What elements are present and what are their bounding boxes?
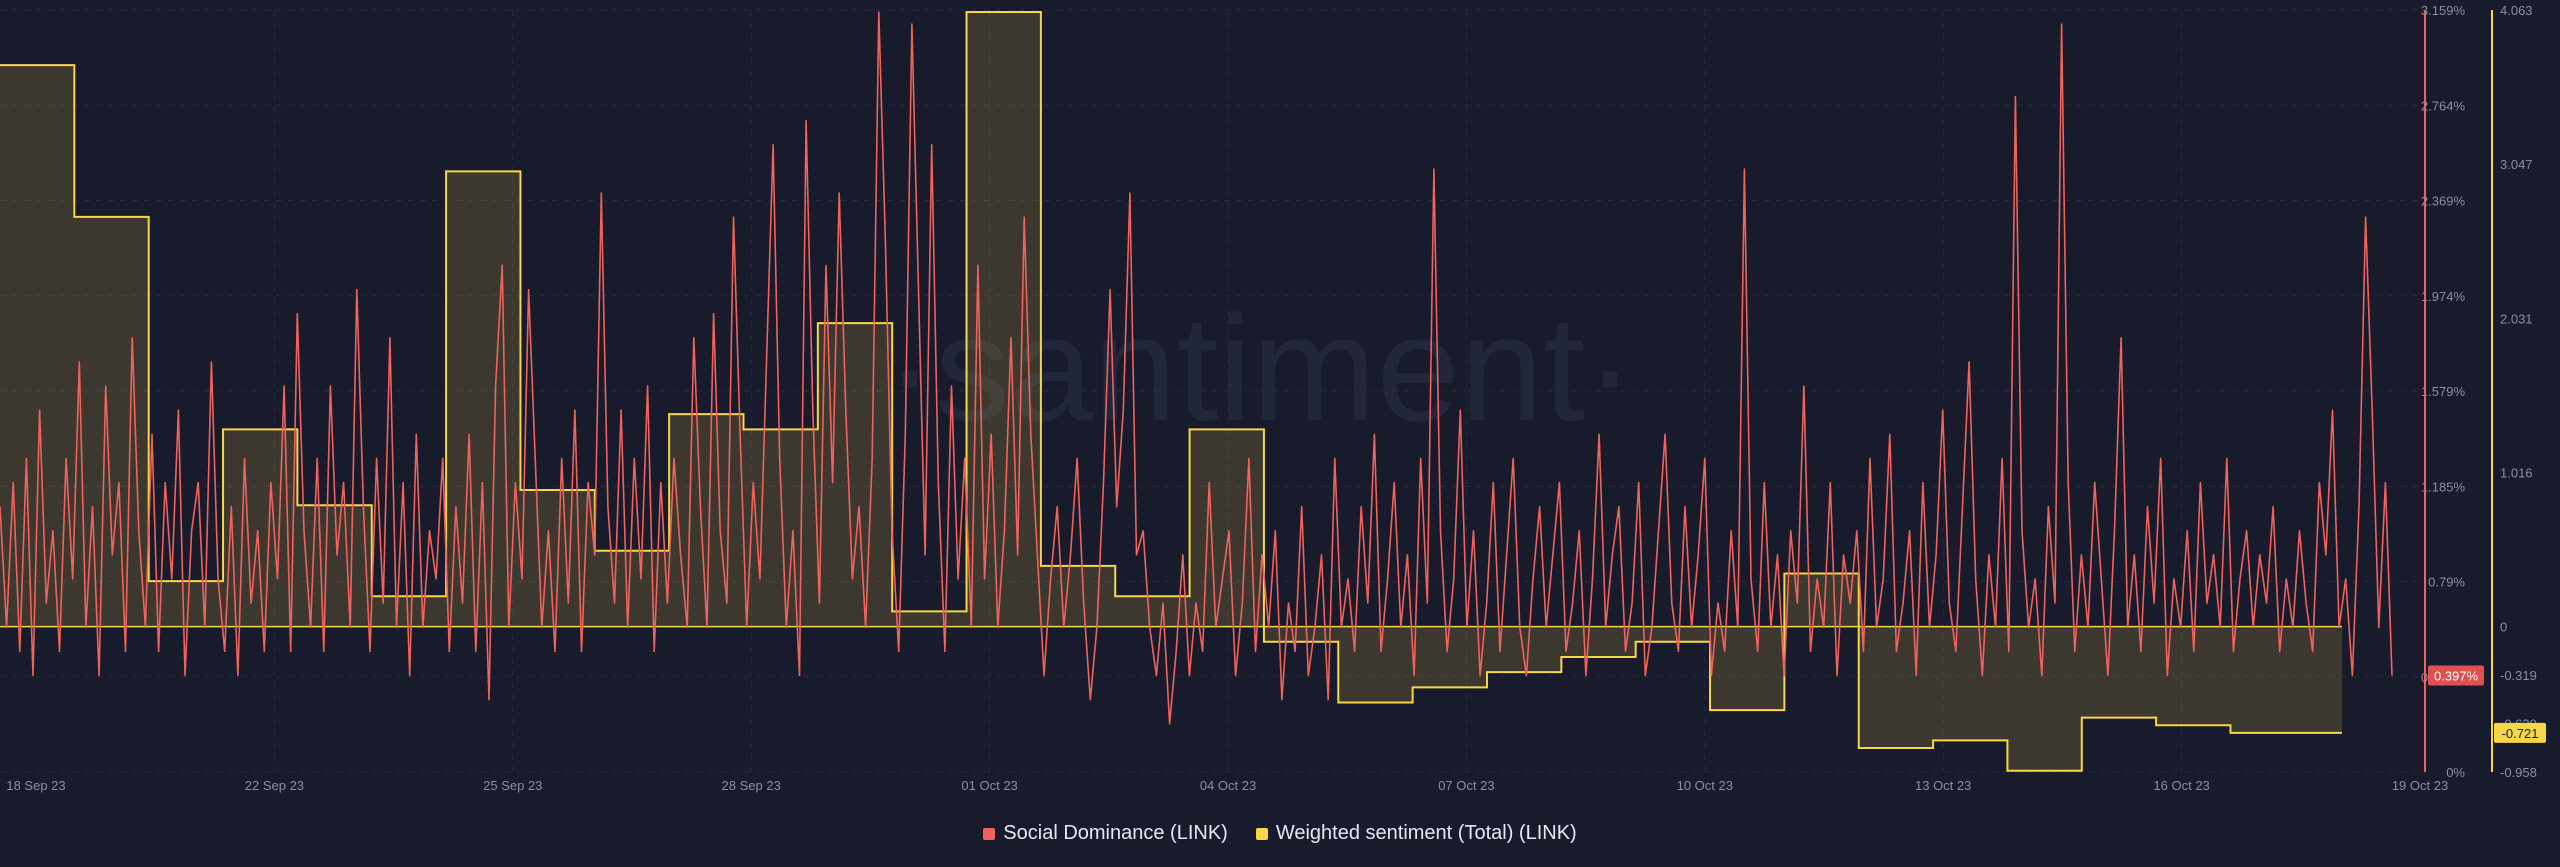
- x-tick-label: 19 Oct 23: [2392, 778, 2448, 793]
- legend: Social Dominance (LINK) Weighted sentime…: [0, 822, 2560, 845]
- y-left-tick-label: 1.974%: [2421, 289, 2466, 304]
- x-tick-label: 04 Oct 23: [1200, 778, 1256, 793]
- y-right-tick-label: 3.047: [2500, 157, 2533, 172]
- legend-swatch-social-dominance: [983, 827, 996, 840]
- social-dominance-line: [0, 11, 2393, 725]
- y-left-tick-label: 0.79%: [2428, 575, 2465, 590]
- y-right-tick-label: -0.958: [2500, 765, 2537, 780]
- social-dominance-value-text: 0.397%: [2434, 669, 2479, 684]
- x-tick-label: 22 Sep 23: [245, 778, 304, 793]
- weighted-sentiment-line: [0, 10, 2342, 772]
- y-left-tick-label: 1.579%: [2421, 384, 2466, 399]
- y-right-tick-label: 2.031: [2500, 311, 2533, 326]
- x-tick-label: 25 Sep 23: [483, 778, 542, 793]
- y-left-tick-label: 2.764%: [2421, 98, 2466, 113]
- x-tick-label: 01 Oct 23: [961, 778, 1017, 793]
- x-tick-label: 28 Sep 23: [722, 778, 781, 793]
- x-tick-label: 18 Sep 23: [6, 778, 65, 793]
- x-tick-label: 10 Oct 23: [1677, 778, 1733, 793]
- social-dominance-series: [0, 11, 2393, 725]
- legend-label-social-dominance: Social Dominance (LINK): [1003, 822, 1228, 844]
- weighted-sentiment-value-badge: [2494, 722, 2546, 743]
- y-left-tick-label: 2.369%: [2421, 194, 2466, 209]
- legend-item-weighted-sentiment[interactable]: Weighted sentiment (Total) (LINK): [1255, 822, 1577, 845]
- y-left-tick-label: 1.185%: [2421, 479, 2466, 494]
- weighted-sentiment-area: [0, 11, 2342, 771]
- y-right-tick-label: 0: [2500, 620, 2507, 635]
- weighted-sentiment-series: [0, 10, 2342, 772]
- legend-item-social-dominance[interactable]: Social Dominance (LINK): [983, 822, 1228, 845]
- weighted-sentiment-value-text: -0.721: [2502, 726, 2539, 741]
- x-tick-label: 13 Oct 23: [1915, 778, 1971, 793]
- y-left-tick-label: 0%: [2446, 765, 2465, 780]
- legend-swatch-weighted-sentiment: [1255, 827, 1268, 840]
- y-right-tick-label: 1.016: [2500, 465, 2533, 480]
- chart-area: ·santiment· 3.159%2.764%2.369%1.974%1.57…: [0, 3, 2546, 793]
- x-tick-label: 16 Oct 23: [2153, 778, 2209, 793]
- y-left-tick-label: 3.159%: [2421, 3, 2466, 18]
- legend-label-weighted-sentiment: Weighted sentiment (Total) (LINK): [1275, 822, 1577, 844]
- social-dominance-value-badge: [2428, 665, 2484, 686]
- y-right-tick-label: 4.063: [2500, 3, 2533, 18]
- y-right-tick-label: -0.319: [2500, 668, 2537, 683]
- x-tick-label: 07 Oct 23: [1438, 778, 1494, 793]
- axes: 3.159% 2.764% 2.369% 1.974% 1.579% 1.185% 0.79…: [6, 3, 2546, 793]
